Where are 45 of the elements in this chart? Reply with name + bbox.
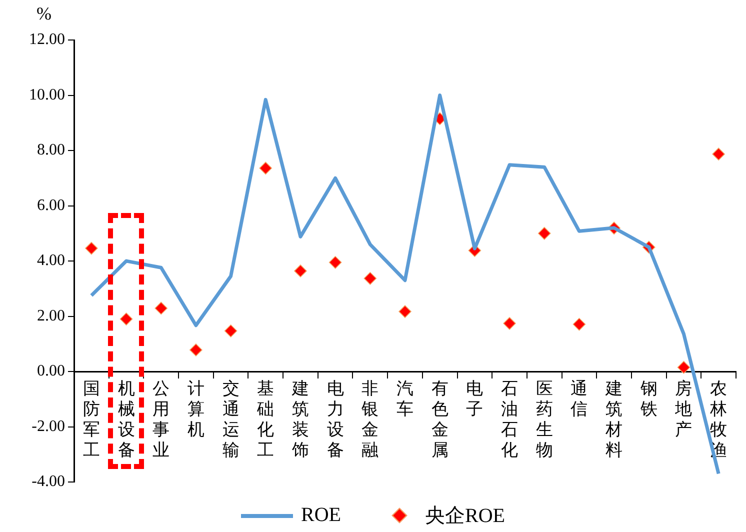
point xyxy=(572,318,586,331)
point xyxy=(328,256,342,269)
point xyxy=(224,324,238,338)
x-tick-label: 房地产 xyxy=(674,379,692,439)
x-tick-label: 基础化工 xyxy=(256,379,274,460)
x-tick-label: 交通运输 xyxy=(222,379,240,460)
point xyxy=(398,305,412,318)
x-tick-label: 建筑装饰 xyxy=(290,379,309,460)
x-tick-label: 医药生物 xyxy=(536,379,553,460)
x-tick-label: 计算机 xyxy=(187,379,204,439)
x-tick-label: 汽车 xyxy=(396,379,414,419)
x-tick-label: 国防军工 xyxy=(82,379,100,460)
point xyxy=(120,312,133,326)
y-tick-label: 4.00 xyxy=(37,252,65,270)
y-tick-label: 0.00 xyxy=(37,362,65,380)
y-tick-label: -4.00 xyxy=(32,473,65,490)
x-tick-label: 钢铁 xyxy=(639,379,658,419)
y-tick-label: 6.00 xyxy=(37,196,65,214)
x-tick-label: 公用事业 xyxy=(152,379,170,460)
x-tick-label: 有色金属 xyxy=(431,379,448,460)
y-axis-title: % xyxy=(36,4,52,24)
y-tick-label: 10.00 xyxy=(29,86,65,104)
x-tick-label: 通信 xyxy=(570,379,588,419)
y-tick-label: -2.00 xyxy=(32,418,65,435)
x-tick-label: 机械设备 xyxy=(118,379,135,460)
y-tick-label: 12.00 xyxy=(29,31,65,48)
point xyxy=(154,302,168,315)
point xyxy=(259,162,272,175)
point xyxy=(294,264,307,278)
point xyxy=(712,148,725,160)
point xyxy=(677,360,690,374)
point xyxy=(190,344,202,356)
x-tick-label: 建筑材料 xyxy=(604,379,623,460)
x-tick-label: 电子 xyxy=(466,379,484,419)
point xyxy=(503,317,516,330)
point xyxy=(538,226,551,240)
x-tick-label: 石油石化 xyxy=(501,379,518,460)
point xyxy=(85,242,98,255)
point xyxy=(364,272,377,285)
x-tick-label: 电力设备 xyxy=(326,379,344,460)
y-tick-label: 2.00 xyxy=(37,307,65,324)
legend-label: 央企ROE xyxy=(425,504,505,529)
x-tick-label: 非银金融 xyxy=(360,379,379,460)
y-tick-label: 8.00 xyxy=(37,142,65,159)
legend-label: ROE xyxy=(301,504,341,527)
